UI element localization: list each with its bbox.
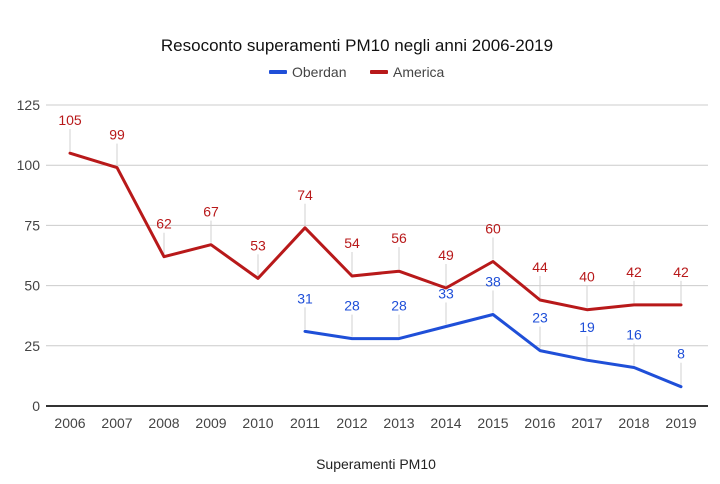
x-tick-label: 2006: [54, 415, 85, 431]
data-label-oberdan: 38: [485, 273, 501, 289]
data-label-oberdan: 31: [297, 290, 313, 306]
x-tick-label: 2019: [665, 415, 696, 431]
x-tick-label: 2007: [101, 415, 132, 431]
data-label-america: 53: [250, 237, 266, 253]
x-axis-title: Superamenti PM10: [316, 456, 436, 472]
legend-item-oberdan[interactable]: Oberdan: [269, 64, 346, 80]
x-tick-label: 2012: [336, 415, 367, 431]
data-label-america: 62: [156, 216, 172, 232]
legend-swatch-america: [370, 70, 388, 74]
x-tick-label: 2008: [148, 415, 179, 431]
data-label-oberdan: 8: [677, 346, 685, 362]
legend-item-america[interactable]: America: [370, 64, 445, 80]
series-lines: [68, 151, 683, 389]
y-tick-label: 125: [17, 97, 41, 113]
data-label-oberdan: 19: [579, 319, 595, 335]
data-label-america: 42: [626, 264, 642, 280]
x-tick-label: 2015: [477, 415, 508, 431]
data-label-america: 67: [203, 204, 219, 220]
legend-label-oberdan: Oberdan: [292, 64, 346, 80]
data-label-america: 56: [391, 230, 407, 246]
legend: Oberdan America: [269, 64, 445, 80]
series-line-america: [68, 151, 683, 312]
data-label-oberdan: 28: [344, 298, 360, 314]
y-tick-label: 75: [24, 217, 40, 233]
x-tick-label: 2011: [290, 415, 320, 431]
x-tick-label: 2010: [242, 415, 273, 431]
data-labels: 31 28 28 33 38 23 19 16 8 105 99 62 67 53 74 54 56 49 60 44…: [58, 112, 689, 362]
y-tick-label: 25: [24, 338, 40, 354]
x-axis-ticks: 2006 2007 2008 2009 2010 2011 2012 2013 2014 2015…: [54, 415, 696, 431]
x-tick-label: 2009: [195, 415, 226, 431]
data-label-leaders: [69, 129, 682, 385]
data-label-america: 74: [297, 187, 313, 203]
data-label-america: 54: [344, 235, 360, 251]
legend-swatch-oberdan: [269, 70, 287, 74]
x-tick-label: 2018: [618, 415, 649, 431]
data-label-america: 105: [58, 112, 82, 128]
y-tick-label: 0: [32, 398, 40, 414]
data-label-america: 42: [673, 264, 689, 280]
x-tick-label: 2017: [571, 415, 602, 431]
series-line-oberdan: [303, 313, 683, 389]
data-label-oberdan: 33: [438, 286, 454, 302]
legend-label-america: America: [393, 64, 445, 80]
y-axis-ticks: 0 25 50 75 100 125: [17, 97, 41, 414]
data-label-oberdan: 23: [532, 310, 548, 326]
data-label-oberdan: 28: [391, 298, 407, 314]
x-tick-label: 2016: [524, 415, 555, 431]
x-tick-label: 2014: [430, 415, 461, 431]
data-label-america: 40: [579, 269, 595, 285]
y-tick-label: 100: [17, 157, 41, 173]
y-tick-label: 50: [24, 278, 40, 294]
x-tick-label: 2013: [383, 415, 414, 431]
data-label-america: 44: [532, 259, 548, 275]
data-label-america: 49: [438, 247, 454, 263]
gridlines: [46, 104, 708, 407]
data-label-america: 60: [485, 221, 501, 237]
data-label-america: 99: [109, 127, 125, 143]
data-label-oberdan: 16: [626, 326, 642, 342]
chart-title: Resoconto superamenti PM10 negli anni 20…: [161, 36, 553, 55]
